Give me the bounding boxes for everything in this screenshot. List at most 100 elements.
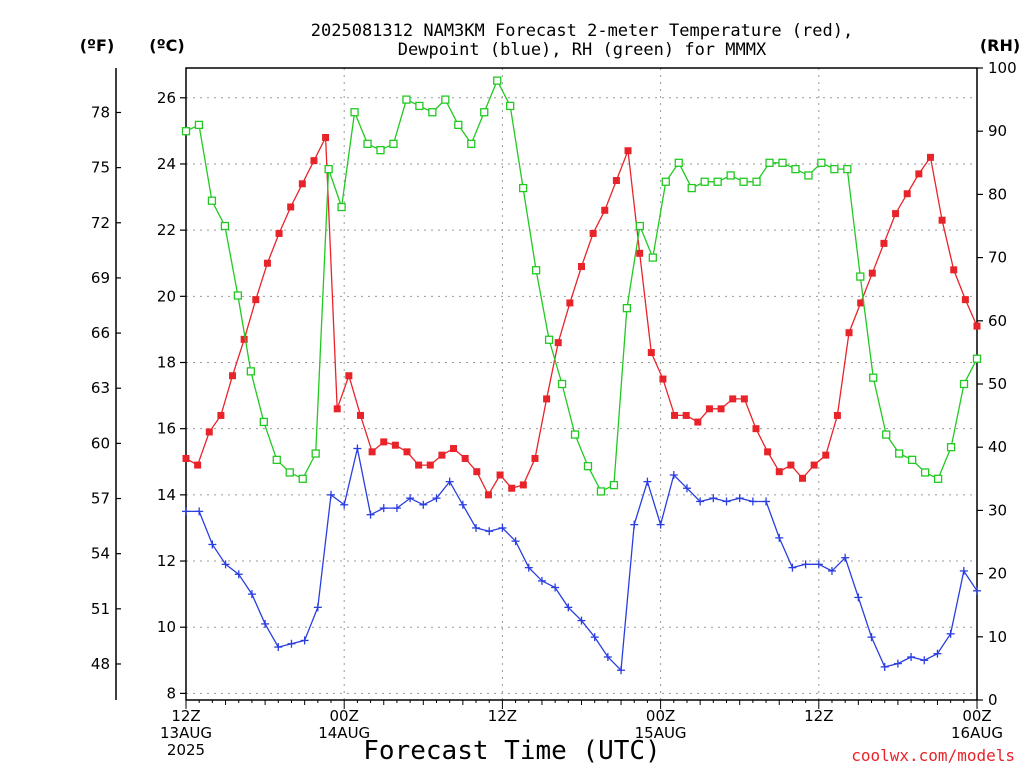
celsius-tick-label: 14 <box>157 486 176 504</box>
rh-point <box>739 177 748 186</box>
rh-point <box>700 177 709 186</box>
dewpoint-point <box>234 570 243 579</box>
dewpoint-point <box>801 560 810 569</box>
x-tick-label: 13AUG <box>160 724 212 742</box>
temperature-point <box>810 461 818 469</box>
temperature-point <box>682 411 690 419</box>
temperature-point <box>263 259 271 267</box>
rh-point <box>596 487 606 496</box>
temperature-point <box>752 425 760 433</box>
dewpoint-point <box>867 633 876 642</box>
temperature-point <box>415 461 423 469</box>
temperature-point <box>833 411 841 419</box>
temperature-point <box>229 372 237 380</box>
dewpoint-point <box>379 504 388 513</box>
rh-point <box>467 139 476 148</box>
dewpoint-point <box>458 500 467 509</box>
dewpoint-point <box>762 497 771 506</box>
rh-point <box>389 139 398 148</box>
fahrenheit-tick-label: 78 <box>91 103 110 121</box>
temperature-point <box>368 448 376 456</box>
dewpoint-point <box>907 652 916 661</box>
dewpoint-point <box>300 636 309 645</box>
temperature-point <box>857 299 865 307</box>
dewpoint-point <box>261 619 270 628</box>
tick-labels: 8 10 12 14 16 18 20 22 24 26 48 51 54 57 60 63 66 69 72 75 7… <box>91 59 1017 759</box>
chart-title-line-1: 2025081312 NAM3KM Forecast 2-meter Tempe… <box>311 21 853 41</box>
temperature-line <box>185 134 978 497</box>
dewpoint-point <box>722 497 731 506</box>
x-tick-label: 00Z <box>330 707 359 725</box>
temperature-point <box>484 491 492 499</box>
series-layer <box>181 76 982 675</box>
rh-tick-label: 60 <box>988 312 1007 330</box>
temperature-point <box>194 461 202 469</box>
rh-tick-label: 100 <box>988 59 1017 77</box>
celsius-tick-label: 16 <box>157 420 176 438</box>
dewpoint-point <box>827 566 836 575</box>
x-tick-label: 00Z <box>962 707 991 725</box>
temperature-point <box>356 411 364 419</box>
dewpoint-point <box>933 649 942 658</box>
rh-point <box>350 108 359 117</box>
temperature-point <box>566 299 574 307</box>
dewpoint-point <box>432 494 441 503</box>
x-axis-title: Forecast Time (UTC) <box>363 736 660 766</box>
temperature-point <box>240 335 248 343</box>
rh-point <box>557 379 567 389</box>
temperature-point <box>182 454 190 462</box>
chart-title-line-2: Dewpoint (blue), RH (green) for MMMX <box>398 40 767 60</box>
temperature-point <box>705 405 713 413</box>
fahrenheit-tick-label: 51 <box>91 600 110 618</box>
temperature-point <box>217 411 225 419</box>
temperature-point <box>973 322 981 330</box>
dewpoint-point <box>814 560 823 569</box>
rh-point <box>856 272 865 281</box>
rh-point <box>765 158 774 167</box>
temperature-point <box>252 296 260 304</box>
rh-point <box>895 449 904 458</box>
temperature-point <box>275 229 283 237</box>
dewpoint-point <box>682 484 691 493</box>
rh-point <box>480 108 489 117</box>
rh-point <box>428 108 437 117</box>
temperature-point <box>287 203 295 211</box>
dewpoint-point <box>669 470 678 479</box>
rh-point <box>843 164 852 174</box>
rh-point <box>402 95 411 104</box>
rh-point <box>674 158 683 167</box>
fahrenheit-tick-label: 72 <box>91 214 110 232</box>
temperature-point <box>892 210 900 218</box>
rh-tick-label: 40 <box>988 438 1007 456</box>
dewpoint-point <box>841 553 850 562</box>
grid-lines <box>186 68 977 700</box>
dewpoint-point <box>617 666 626 675</box>
dewpoint-point <box>182 507 190 516</box>
celsius-tick-label: 10 <box>157 618 176 636</box>
temperature-point <box>822 451 830 459</box>
rh-point <box>972 354 982 363</box>
celsius-tick-label: 12 <box>157 552 176 570</box>
temperature-point <box>764 448 772 456</box>
temperature-point <box>636 249 644 257</box>
dewpoint-point <box>920 656 929 665</box>
rh-point <box>544 335 554 344</box>
rh-point <box>817 158 826 167</box>
temperature-point <box>333 405 341 413</box>
dewpoint-point <box>313 603 322 612</box>
temperature-point <box>647 349 655 357</box>
temperature-point <box>729 395 737 403</box>
dewpoint-point <box>392 504 401 513</box>
temperature-point <box>310 157 318 165</box>
dewpoint-point <box>748 497 757 506</box>
rh-point <box>648 253 657 262</box>
x-tick-label: 00Z <box>646 707 675 725</box>
rh-point <box>635 221 645 231</box>
rh-point <box>207 196 217 205</box>
temperature-point <box>345 372 353 380</box>
fahrenheit-tick-label: 60 <box>91 434 110 452</box>
temperature-point <box>403 448 411 456</box>
temperature-point <box>531 454 539 462</box>
rh-point <box>726 171 735 180</box>
fahrenheit-tick-label: 69 <box>91 269 110 287</box>
